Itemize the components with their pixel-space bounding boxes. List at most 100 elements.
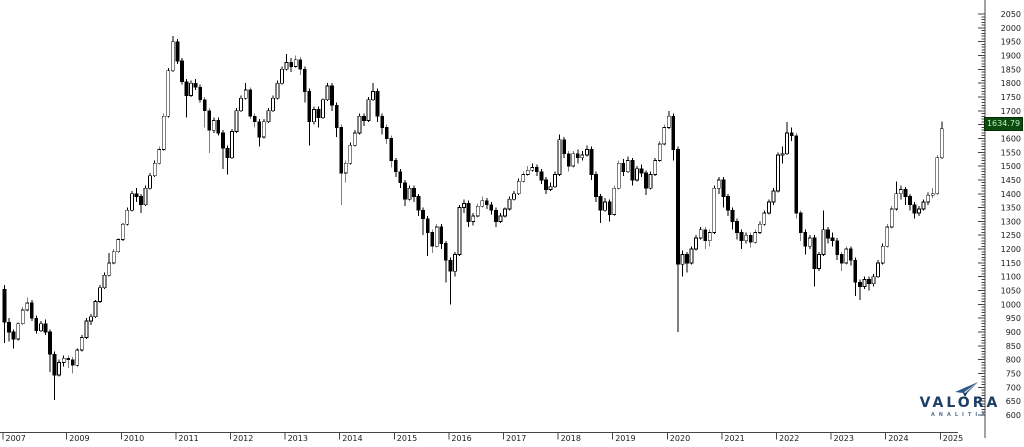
candle-body — [70, 359, 75, 366]
candle-body — [798, 212, 803, 233]
candle-body — [539, 171, 544, 181]
candle-body — [84, 320, 89, 338]
candle-body — [462, 203, 466, 208]
candle-body — [34, 317, 39, 332]
candle-body — [712, 187, 717, 233]
candle-body — [644, 172, 648, 189]
logo-subtitle: ANALITIX — [930, 412, 990, 418]
y-axis-label: 850 — [1006, 342, 1021, 351]
candle-body — [280, 68, 284, 84]
candle-body — [671, 115, 676, 150]
x-axis-label: 2017 — [506, 434, 526, 443]
candle-body — [566, 153, 571, 167]
candle-body — [198, 86, 203, 101]
candle-body — [903, 189, 908, 197]
y-axis-label: 1150 — [1001, 259, 1021, 268]
candle-body — [512, 193, 516, 200]
candle-body — [730, 209, 735, 222]
candle-body — [912, 204, 917, 214]
candle-body — [607, 201, 612, 215]
candle-body — [871, 276, 876, 285]
candle-body — [248, 89, 253, 117]
candle-body — [293, 59, 298, 67]
candle-body — [521, 174, 526, 182]
candle-body — [184, 81, 189, 96]
candle-body — [885, 226, 890, 247]
x-axis-label: 2009 — [69, 434, 89, 443]
candle-body — [589, 149, 594, 175]
candle-body — [585, 149, 589, 156]
candle-body — [598, 196, 603, 211]
x-axis-label: 2018 — [561, 434, 581, 443]
candle-body — [744, 234, 749, 242]
candle-body — [421, 209, 425, 220]
y-axis-label: 1050 — [1001, 287, 1021, 296]
candle-body — [466, 203, 471, 222]
candle-body — [867, 279, 871, 285]
candle-body — [685, 254, 689, 264]
candle-body — [434, 226, 439, 247]
y-axis-label: 1600 — [1001, 134, 1021, 143]
paper-plane-icon — [955, 382, 978, 397]
x-axis-label: 2024 — [888, 434, 908, 443]
candle-body — [767, 201, 771, 214]
candle-body — [689, 248, 694, 264]
candle-body — [271, 97, 275, 112]
candle-body — [544, 179, 548, 190]
candle-body — [380, 115, 385, 128]
candle-body — [680, 254, 685, 265]
candle-body — [935, 157, 940, 195]
candle-body — [43, 323, 48, 333]
candle-body — [848, 248, 853, 261]
candle-body — [553, 174, 557, 188]
candle-body — [666, 115, 671, 128]
candle-body — [612, 187, 617, 215]
candle-body — [821, 229, 826, 255]
candle-body — [102, 274, 107, 289]
candle-body — [130, 193, 134, 211]
x-axis-label: 2020 — [670, 434, 690, 443]
y-axis-label: 1000 — [1001, 300, 1021, 309]
x-axis-label: 2025 — [943, 434, 963, 443]
candle-body — [425, 218, 430, 233]
x-axis-label: 2012 — [233, 434, 253, 443]
candle-body — [776, 154, 780, 192]
candle-body — [898, 189, 903, 195]
candle-body — [134, 193, 139, 197]
candle-body — [384, 127, 389, 139]
logo-name: VALORA — [919, 395, 1001, 411]
candle-body — [207, 110, 212, 131]
x-axis-label: 2023 — [834, 434, 854, 443]
candle-body — [170, 41, 175, 72]
candle-body — [89, 316, 93, 322]
candle-body — [343, 162, 348, 174]
y-axis-label: 650 — [1006, 397, 1021, 406]
candle-body — [698, 229, 703, 239]
x-axis-label: 2021 — [724, 434, 744, 443]
candle-body — [11, 331, 16, 340]
candle-body — [457, 207, 462, 255]
y-axis-label: 2050 — [1001, 10, 1021, 19]
y-axis-label: 1300 — [1001, 217, 1021, 226]
x-axis-label: 2022 — [779, 434, 799, 443]
candle-body — [657, 143, 662, 161]
candle-body — [503, 208, 507, 217]
y-axis-label: 1200 — [1001, 245, 1021, 254]
candle-body — [735, 221, 739, 233]
candle-body — [630, 160, 635, 181]
candle-body — [812, 237, 817, 269]
candle-body — [211, 120, 216, 131]
candle-body — [494, 209, 498, 222]
candle-body — [189, 82, 193, 96]
candle-body — [284, 62, 289, 70]
candle-body — [635, 168, 639, 181]
candle-body — [562, 139, 567, 155]
candle-body — [216, 120, 221, 134]
candle-body — [789, 132, 794, 137]
candle-body — [48, 331, 52, 355]
candle-body — [830, 237, 835, 242]
candle-body — [439, 226, 444, 244]
candle-body — [348, 144, 353, 164]
candle-body — [375, 91, 380, 117]
